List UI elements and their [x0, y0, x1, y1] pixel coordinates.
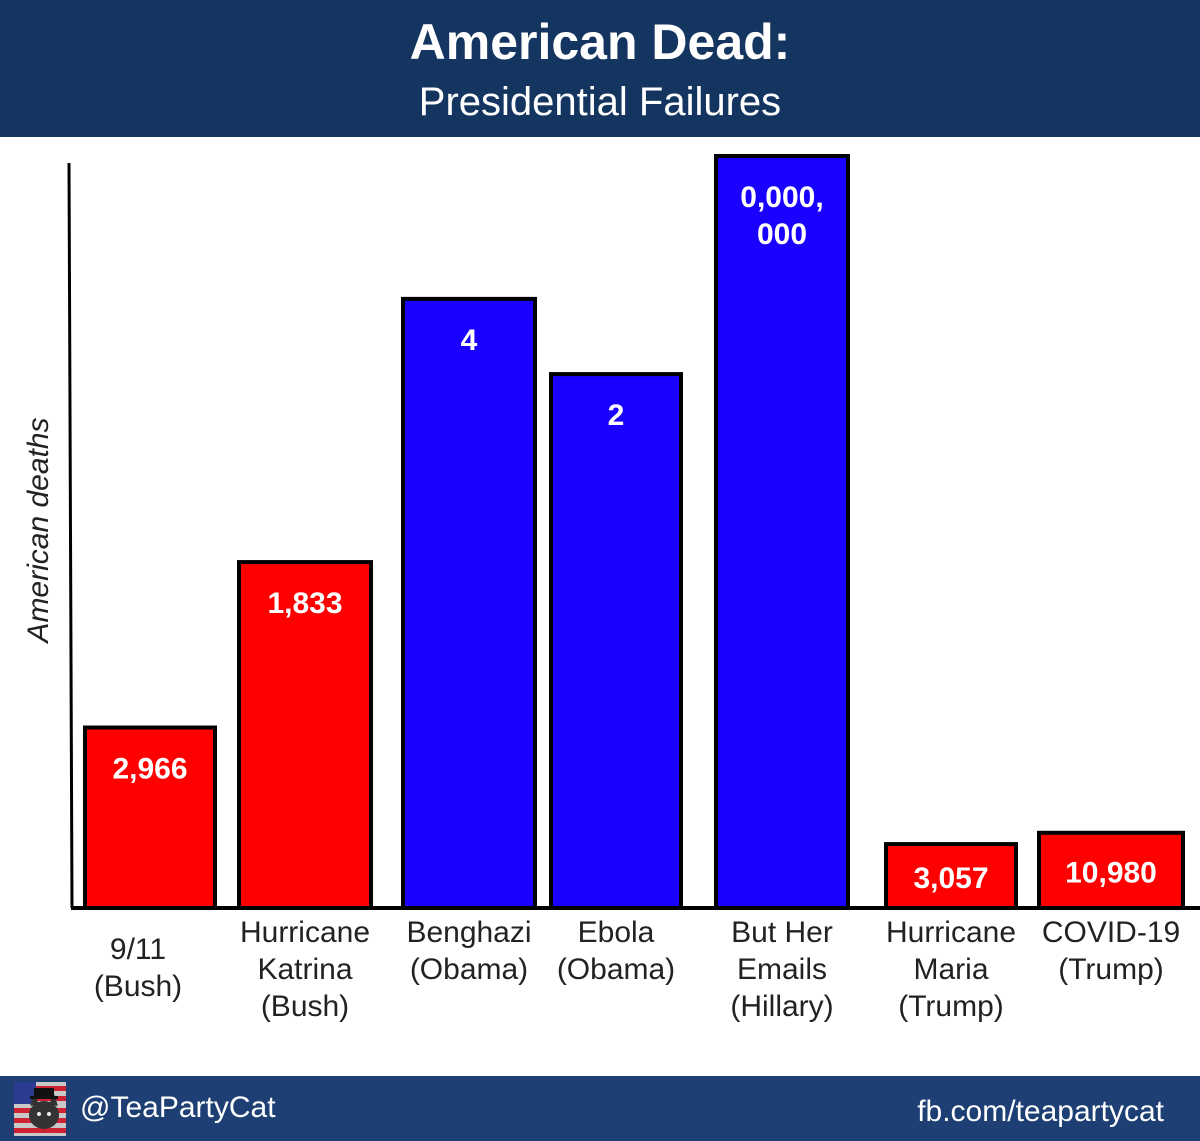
chart-title: American Dead: [409, 14, 791, 70]
category-label: Benghazi [406, 916, 531, 949]
bar-1 [83, 725, 217, 911]
twitter-handle[interactable]: @TeaPartyCat [80, 1091, 276, 1124]
facebook-link[interactable]: fb.com/teapartycat [917, 1095, 1164, 1128]
chart-subtitle: Presidential Failures [418, 80, 782, 124]
bar-value-label: 10,980 [1065, 856, 1157, 889]
bar-value-label: 1,833 [267, 587, 342, 620]
bar-value-label: 3,057 [913, 862, 988, 895]
category-label: COVID-19 [1042, 916, 1180, 949]
category-label: Emails [737, 953, 827, 986]
category-label: Ebola [578, 916, 655, 949]
bar-2 [237, 560, 373, 910]
category-label: 9/11 [110, 933, 166, 966]
category-label: (Trump) [898, 990, 1004, 1023]
bar-value-label: 0,000, [740, 181, 823, 214]
category-label: Katrina [257, 953, 352, 986]
category-label: Maria [913, 953, 988, 986]
category-label: Hurricane [240, 916, 370, 949]
footer-bar: @TeaPartyCat fb.com/teapartycat [0, 1076, 1200, 1141]
bar-value-label: 2 [608, 399, 625, 432]
category-label: (Bush) [261, 990, 349, 1023]
bar-6 [884, 842, 1018, 911]
chart-header: American Dead: Presidential Failures [0, 0, 1200, 137]
bar-5 [714, 154, 850, 910]
category-label: (Hillary) [730, 990, 833, 1023]
bar-chart: American deaths 2,966 9/11 (Bush) 1,833 Hurri… [0, 137, 1200, 1074]
bar-value-label: 4 [461, 324, 478, 357]
category-label: (Bush) [94, 970, 182, 1003]
category-label: (Obama) [557, 953, 675, 986]
category-label: But Her [731, 916, 833, 949]
bar-4 [549, 372, 683, 910]
category-label: (Obama) [410, 953, 528, 986]
bar-value-label: 000 [757, 218, 807, 251]
y-axis-label: American deaths [22, 417, 55, 644]
bar-chart-svg: American deaths 2,966 9/11 (Bush) 1,833 Hurri… [22, 154, 1200, 1023]
y-axis-line [67, 162, 74, 909]
bar-value-label: 2,966 [112, 753, 187, 786]
category-label: Hurricane [886, 916, 1016, 949]
category-label: (Trump) [1058, 953, 1164, 986]
cat-avatar-icon [14, 1082, 66, 1136]
bar-3 [401, 296, 537, 910]
bar-7 [1037, 830, 1185, 910]
